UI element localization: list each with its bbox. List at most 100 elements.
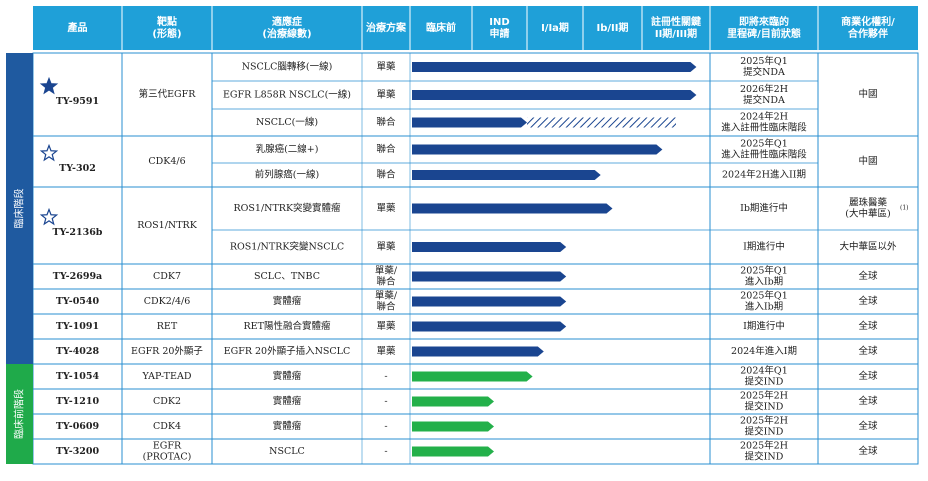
product-partner: 全球 [858,370,878,382]
header-bar [33,6,918,50]
regimen: 單藥/ [375,290,398,302]
product-partner: 全球 [858,270,878,282]
product-name: TY-9591 [56,96,99,107]
header-product: 產品 [67,21,88,34]
header-phase2: Ib/II期 [597,21,629,34]
progress-bar [412,117,527,128]
regimen: - [384,371,387,382]
product-target: CDK2/4/6 [144,296,191,307]
product-target: 第三代EGFR [139,88,197,100]
milestone: 2025年Q1 [740,138,788,150]
product-name: TY-2699a [53,271,102,282]
milestone: 提交IND [745,401,784,413]
regimen: 單藥 [376,202,396,214]
star-filled-icon [39,76,59,95]
regimen: 單藥 [376,345,396,357]
row-partner: (大中華區) [845,208,890,220]
product-name: TY-1210 [56,396,100,407]
indication: 前列腺癌(一線) [255,169,319,181]
product-target: CDK4 [153,421,181,432]
milestone: Ib期進行中 [740,202,788,214]
milestone: 進入Ib期 [745,301,783,313]
row-partner: 大中華區以外 [839,241,897,253]
product-name: TY-2136b [53,227,103,238]
product-partner: 全球 [858,345,878,357]
product-target: EGFR 20外顯子 [131,345,203,357]
product-partner: 全球 [858,445,878,457]
product-name: TY-4028 [56,346,100,357]
indication: 實體瘤 [273,395,302,407]
header-pivotal: 註冊性關鍵 [651,15,701,28]
indication: RET陽性融合實體瘤 [244,320,331,332]
header-indication: (治療線數) [262,27,311,40]
product-target: RET [157,321,178,332]
milestone: 提交IND [745,376,784,388]
milestone: 2025年Q1 [740,290,788,302]
product-partner: 全球 [858,320,878,332]
section-label: 臨床階段 [13,189,26,229]
regimen: 單藥 [376,320,396,332]
regimen: 聯合 [376,169,396,181]
regimen: - [384,421,387,432]
regimen: 單藥/ [375,265,398,277]
progress-bar [412,271,567,282]
indication: 實體瘤 [273,370,302,382]
indication: 實體瘤 [273,295,302,307]
milestone: I期進行中 [743,320,785,332]
progress-bar [412,321,567,332]
product-name: TY-1054 [56,371,100,382]
progress-bar [412,62,697,72]
regimen: 單藥 [376,241,396,253]
header-target: (形態) [152,27,181,40]
indication: NSCLC腦轉移(一線) [242,61,333,73]
star-outline-icon [39,207,59,226]
milestone: 2025年2H [740,415,788,427]
product-target: EGFR [153,441,182,452]
header-phase1: I/Ia期 [541,21,569,34]
milestone: 2024年進入I期 [731,345,797,357]
product-target: YAP-TEAD [142,371,192,382]
milestone: 提交IND [745,426,784,438]
product-partner: 中國 [858,88,877,100]
milestone: 2024年2H [740,111,788,123]
product-target: ROS1/NTRK [137,220,197,231]
section-label: 臨床前階段 [13,389,26,439]
product-target: CDK2 [153,396,181,407]
progress-bar [412,296,567,307]
regimen: 聯合 [376,116,396,128]
milestone: 提交NDA [743,94,785,106]
header-partner: 合作夥伴 [847,27,888,40]
product-partner: 全球 [858,295,878,307]
milestone: 2025年Q1 [740,265,788,277]
product-name: TY-0609 [56,421,100,432]
milestone: 2025年Q1 [740,55,788,67]
regimen: 聯合 [376,276,396,288]
regimen: 聯合 [376,301,396,313]
header-target: 靶點 [157,15,177,28]
milestone: 提交IND [745,451,784,463]
regimen: 單藥 [376,89,396,101]
progress-bar [412,446,494,457]
footnote-mark: (1) [900,205,909,212]
milestone: 提交NDA [743,66,785,78]
planned-bar [527,117,676,128]
progress-bar [412,396,494,407]
header-milestone: 即將來臨的 [739,15,789,28]
progress-bar [412,421,494,432]
milestone: 進入註冊性臨床階段 [721,122,807,134]
product-target: CDK7 [153,271,181,282]
product-name: TY-1091 [56,321,99,332]
milestone: I期進行中 [743,241,785,253]
header-milestone: 里程碑/目前狀態 [727,27,801,40]
milestone: 2026年2H [740,83,788,95]
progress-bar [412,371,533,382]
header-preclinical: 臨床前 [426,21,456,34]
product-name: TY-302 [59,163,96,174]
product-partner: 全球 [858,395,878,407]
indication: 乳腺癌(二線+) [256,143,319,155]
header-indication: 適應症 [272,15,302,28]
row-partner: 麗珠醫藥 [849,197,888,209]
milestone: 2024年Q1 [740,365,788,377]
indication: ROS1/NTRK突變實體瘤 [233,202,341,214]
